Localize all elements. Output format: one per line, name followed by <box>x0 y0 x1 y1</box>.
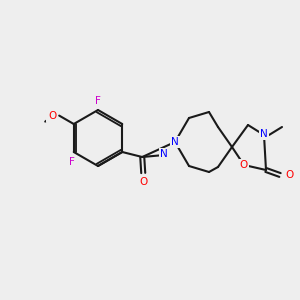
Text: O: O <box>47 111 55 121</box>
Text: F: F <box>95 97 101 107</box>
Text: O: O <box>139 177 147 187</box>
Text: N: N <box>260 129 268 139</box>
Text: O: O <box>240 160 248 170</box>
Text: N: N <box>171 137 179 147</box>
Text: F: F <box>68 156 74 166</box>
Text: O: O <box>285 170 293 180</box>
Text: F: F <box>95 96 101 106</box>
Text: O: O <box>139 177 147 187</box>
Text: O: O <box>48 111 56 121</box>
Text: F: F <box>69 157 75 167</box>
Text: N: N <box>160 149 168 159</box>
